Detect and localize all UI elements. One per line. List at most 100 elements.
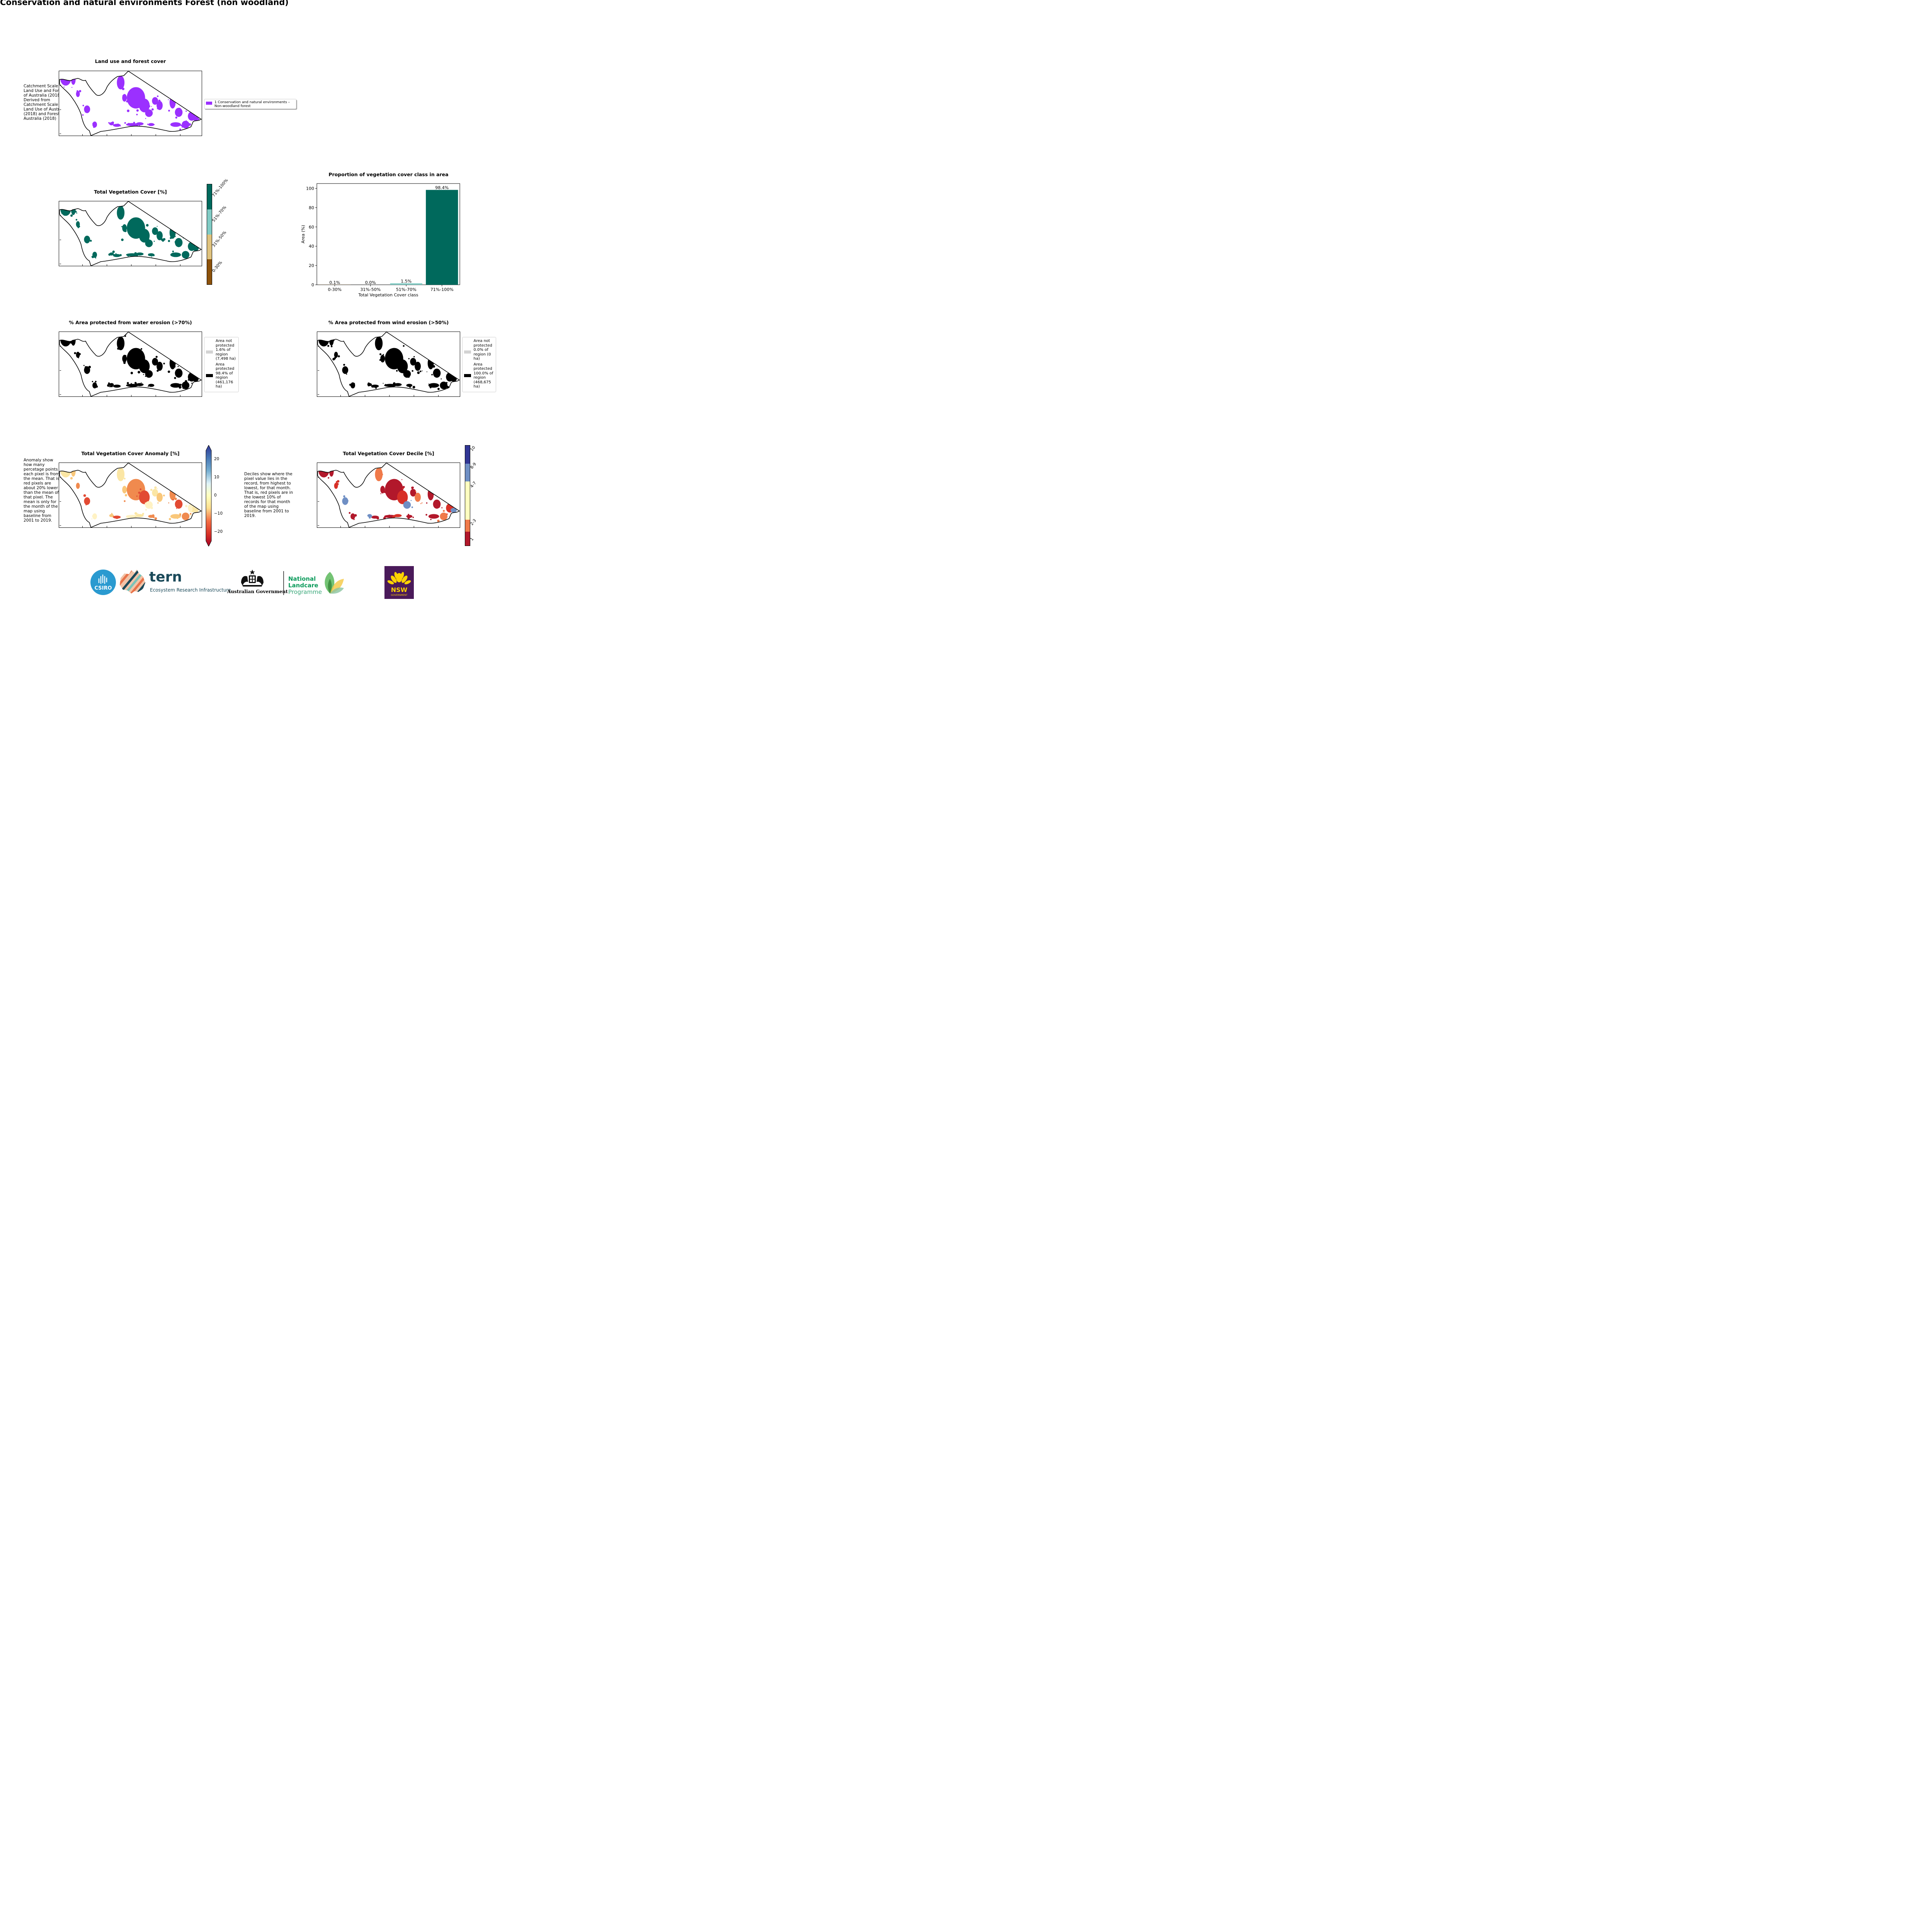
bar-value-label: 0.0%: [365, 280, 376, 285]
map-patch: [145, 501, 153, 509]
wind-map: [317, 332, 460, 397]
map-patch: [156, 101, 163, 110]
map-patch: [397, 490, 408, 504]
waratah-icon: [387, 572, 411, 585]
map-patch: [145, 370, 153, 378]
tern-mark-icon: [117, 568, 147, 596]
map-patch: [175, 368, 183, 378]
decile-colorbar-4-7: [465, 481, 470, 520]
map-patch: [170, 514, 181, 519]
decile-title: Total Vegetation Cover Decile [%]: [343, 451, 434, 456]
decile-colorbar-1: [465, 531, 470, 546]
nsw-subtext: GOVERNMENT: [391, 594, 408, 597]
map-patch: [136, 383, 144, 386]
csiro-logo-text: CSIRO: [94, 585, 112, 591]
map-patch: [145, 239, 153, 247]
map-patch: [380, 355, 385, 363]
map-patch: [113, 384, 121, 388]
land-use-legend-label: 1 Conservation and natural environments …: [214, 100, 290, 108]
map-patch: [415, 362, 421, 371]
map-patch: [433, 499, 441, 509]
map-patch: [92, 513, 97, 520]
nsw-logo: NSW GOVERNMENT: [384, 566, 414, 599]
bar-value-label: 98.4%: [435, 185, 449, 190]
aus-gov-text: Australian Government: [227, 589, 288, 594]
map-patch: [406, 384, 413, 387]
map-patch: [156, 362, 163, 371]
bar: [426, 190, 458, 285]
logo-divider: [283, 571, 284, 595]
wind-legend-swatch: [464, 374, 471, 377]
wind-legend-item: Area not protected 0.0% of region (0 ha): [464, 339, 494, 361]
map-patch: [170, 383, 181, 388]
landcare-text-2: Landcare: [288, 582, 318, 589]
map-patch: [170, 122, 181, 127]
anomaly-tick: −10: [214, 511, 223, 516]
map-patch: [60, 332, 71, 347]
region-outline: [59, 463, 202, 527]
anomaly-tick: 20: [214, 457, 219, 461]
decile-cb-label: 8-9: [469, 462, 478, 470]
map-patch: [350, 513, 355, 520]
map-patch: [451, 377, 457, 382]
decile-cb-label: 4-7: [469, 481, 478, 489]
y-tick-label: 0: [311, 282, 314, 287]
bar-chart-svg: 0 20 40 60 80 100 0-30% 0.1% 31%-50% 0.0% 51%-70% 1…: [301, 183, 460, 298]
map-patch: [433, 368, 441, 378]
water-legend-label: Area protected 98.4% of region (461,176 …: [216, 362, 235, 389]
tvc-colorbar-71-100: [207, 184, 212, 209]
land-use-legend: 1 Conservation and natural environments …: [204, 99, 296, 109]
map-patch: [122, 486, 127, 494]
decile-note: Deciles show where the pixel value lies …: [244, 472, 293, 518]
anomaly-colorbar: [205, 444, 213, 547]
bar-value-label: 1.5%: [401, 279, 412, 284]
water-legend-label: Area not protected 1.6% of region (7,498…: [216, 339, 236, 361]
map-patch: [415, 493, 421, 502]
x-tick-label: 0-30%: [328, 287, 342, 292]
map-patch: [148, 123, 155, 126]
y-tick-label: 80: [309, 205, 314, 210]
map-patch: [60, 71, 71, 86]
map-patch: [428, 514, 439, 519]
land-use-map: [59, 71, 202, 136]
tvc-colorbar-0-30: [207, 259, 212, 284]
land-use-note: Catchment Scale Land Use and Forests of …: [24, 84, 67, 121]
anomaly-tick: 10: [214, 475, 219, 480]
decile-colorbar: [465, 445, 470, 546]
y-tick-label: 40: [309, 244, 314, 249]
map-patch: [427, 357, 434, 369]
wind-legend: Area not protected 0.0% of region (0 ha)…: [462, 337, 496, 392]
coat-of-arms-icon: [239, 569, 266, 588]
nsw-text: NSW: [391, 586, 408, 594]
region-outline: [59, 71, 202, 136]
map-patch: [427, 488, 434, 500]
decile-colorbar-8-9: [465, 463, 470, 482]
tvc-colorbar: [207, 184, 212, 285]
tvc-map: [59, 201, 202, 266]
decile-cb-label: 2-3: [469, 518, 478, 526]
csiro-logo: CSIRO: [90, 570, 116, 595]
map-patch: [403, 501, 411, 509]
map-patch: [117, 467, 125, 481]
map-patch: [117, 336, 125, 350]
map-patch: [440, 512, 448, 520]
y-tick-label: 20: [309, 263, 314, 268]
map-patch: [169, 96, 176, 109]
water-legend: Area not protected 1.6% of region (7,498…: [204, 337, 239, 392]
map-patch: [182, 512, 190, 520]
map-patch: [175, 238, 183, 247]
map-patch: [152, 97, 158, 105]
tvc-colorbar-31-50: [207, 234, 212, 260]
page-title: Conservation and natural environments Fo…: [0, 0, 289, 7]
wind-legend-item: Area protected 100.0% of region (468,675…: [464, 362, 494, 389]
tvc-cb-label: 51%-70%: [211, 205, 228, 223]
tvc-title: Total Vegetation Cover [%]: [94, 189, 167, 195]
map-patch: [375, 336, 383, 350]
map-patch: [139, 359, 150, 373]
anomaly-tick: −20: [214, 529, 223, 534]
map-patch: [117, 206, 125, 220]
y-tick-label: 100: [306, 186, 314, 191]
map-patch: [367, 514, 372, 517]
y-tick-label: 60: [309, 224, 314, 230]
map-patch: [170, 252, 181, 257]
